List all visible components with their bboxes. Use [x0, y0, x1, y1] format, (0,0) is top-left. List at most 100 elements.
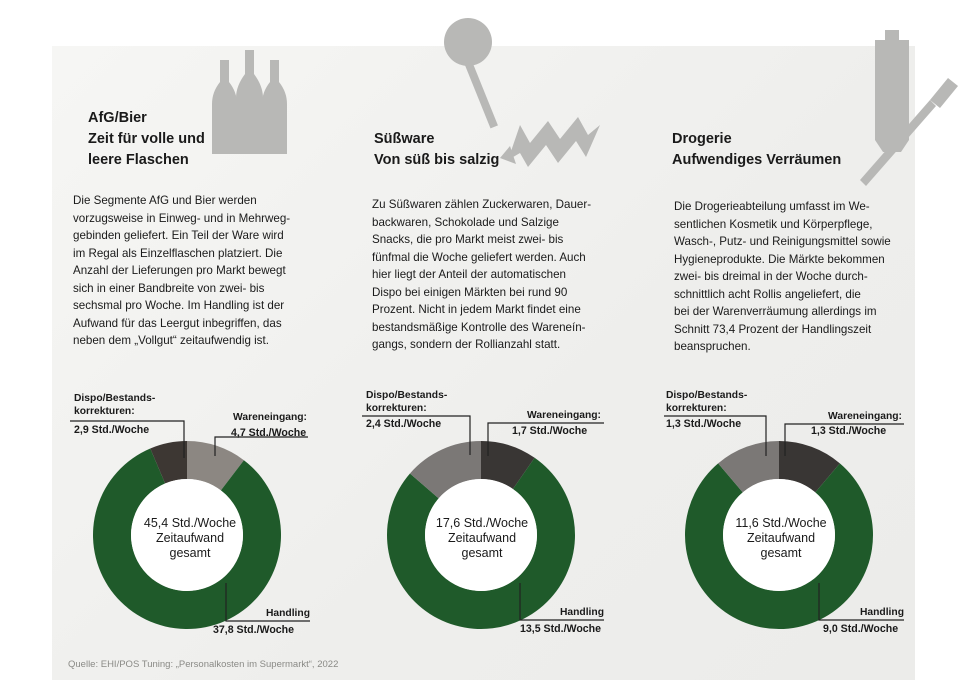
label-line: Dispo/Bestands-: [666, 390, 748, 401]
text-line: bei der Warenverräumung allerdings im: [674, 305, 877, 318]
segment-dispo: [409, 441, 481, 499]
segment-2-text: Zu Süßwaren zählen Zuckerwaren, Dauer- b…: [372, 196, 591, 354]
segment-wareneingang: [481, 441, 535, 490]
leader-line-handling-1: [225, 583, 310, 622]
segment-handling: [684, 463, 873, 630]
dispo-label-1: Dispo/Bestands- korrekturen:: [74, 392, 155, 418]
bottles-icon: [212, 50, 287, 154]
text-line: Die Segmente AfG und Bier werden: [73, 194, 257, 207]
text-line: fünfmal die Woche geliefert werden. Auch: [372, 250, 586, 264]
donut-hole: [723, 479, 835, 591]
center-total: 45,4 Std./Woche: [143, 516, 237, 530]
heading-line: Drogerie: [672, 131, 732, 147]
segment-3-heading: Drogerie Aufwendiges Verräumen: [672, 129, 841, 171]
text-line: Die Drogerieabteilung umfasst im We-: [674, 200, 870, 213]
text-line: Aufwand für das Leergut inbegriffen, das: [73, 316, 282, 330]
text-line: Anzahl der Lieferungen pro Markt bewegt: [73, 264, 286, 277]
text-line: gangs, sondern der Rollianzahl statt.: [372, 338, 561, 351]
text-line: vorzugsweise in Einweg- und in Mehrweg-: [73, 211, 291, 225]
text-line: hier liegt der Anteil der automatischen: [372, 268, 566, 281]
leader-line-dispo-3: [664, 415, 767, 456]
text-line: Prozent. Nicht in jedem Markt findet ein…: [372, 303, 581, 316]
handling-value-1: 37,8 Std./Woche: [213, 624, 295, 636]
label-line: korrekturen:: [74, 406, 135, 417]
wareneingang-value-3: 1,3 Std./Woche: [811, 425, 887, 437]
handling-value-3: 9,0 Std./Woche: [823, 623, 899, 635]
leader-line-wareneingang-1: [214, 436, 308, 456]
wareneingang-label-3: Wareneingang:: [828, 411, 902, 422]
wareneingang-label-2: Wareneingang:: [527, 410, 601, 421]
segment-dispo: [718, 441, 779, 493]
wareneingang-value-1: 4,7 Std./Woche: [231, 427, 307, 439]
heading-line: Aufwendiges Verräumen: [672, 152, 842, 168]
heading-line: Süßware: [374, 131, 435, 147]
text-line: gebinden geliefert. Ein Teil der Ware wi…: [73, 229, 284, 242]
segment-handling: [93, 448, 282, 629]
heading-line: Zeit für volle und: [88, 131, 205, 147]
text-line: bestandsmäßige Kontrolle des Wareneín-: [372, 320, 586, 334]
dispo-value-3: 1,3 Std./Woche: [666, 418, 742, 430]
center-line: gesamt: [461, 546, 503, 560]
heading-line: Von süß bis salzig: [374, 152, 500, 168]
leader-line-wareneingang-2: [487, 422, 604, 456]
leader-line-dispo-2: [362, 415, 471, 455]
segment-wareneingang: [187, 441, 244, 491]
donut-center-1: 45,4 Std./Woche Zeitaufwand gesamt: [140, 516, 240, 561]
leader-line-wareneingang-3: [784, 423, 904, 456]
lollipop-candy-icon: [444, 18, 600, 167]
label-line: korrekturen:: [666, 403, 727, 414]
handling-label-1: Handling: [265, 608, 310, 619]
text-line: Wasch-, Putz- und Reinigungsmittel sowie: [674, 235, 891, 248]
label-line: Dispo/Bestands-: [366, 390, 448, 401]
wareneingang-value-2: 1,7 Std./Woche: [512, 425, 588, 437]
dispo-value-2: 2,4 Std./Woche: [366, 418, 442, 430]
center-total: 11,6 Std./Woche: [735, 516, 827, 530]
donut-hole: [131, 479, 243, 591]
segment-3-text: Die Drogerieabteilung umfasst im We- sen…: [674, 198, 891, 356]
donut-hole: [425, 479, 537, 591]
dispo-label-3: Dispo/Bestands- korrekturen:: [666, 389, 747, 415]
center-total: 17,6 Std./Woche: [435, 516, 529, 530]
handling-label-3: Handling: [859, 607, 904, 618]
toothpaste-toothbrush-icon: [860, 30, 958, 186]
text-line: Dispo bei einigen Märkten bei rund 90: [372, 285, 568, 299]
dispo-label-2: Dispo/Bestands- korrekturen:: [366, 389, 447, 415]
segment-1-heading: AfG/Bier Zeit für volle und leere Flasch…: [88, 108, 205, 171]
text-line: sich in einer Bandbreite von zwei- bis: [73, 281, 265, 295]
text-line: Snacks, die pro Markt meist zwei- bis: [372, 233, 564, 246]
segment-1-text: Die Segmente AfG und Bier werden vorzugs…: [73, 192, 290, 350]
text-line: zwei- bis dreimal in der Woche durch-: [674, 270, 868, 283]
text-line: im Regal als Einzelflaschen platziert. D…: [73, 246, 283, 260]
leader-line-dispo-1: [70, 420, 185, 458]
dispo-value-1: 2,9 Std./Woche: [74, 424, 150, 436]
donut-center-2: 17,6 Std./Woche Zeitaufwand gesamt: [432, 516, 532, 561]
text-line: backwaren, Schokolade und Salzige: [372, 215, 559, 229]
label-line: korrekturen:: [366, 403, 427, 414]
center-line: Zeitaufwand: [746, 531, 816, 545]
source-note: Quelle: EHI/POS Tuning: „Personalkosten …: [68, 659, 339, 670]
wareneingang-label-1: Wareneingang:: [233, 412, 307, 423]
text-line: neben dem „Vollgut“ zeitaufwendig ist.: [73, 334, 269, 347]
heading-line: AfG/Bier: [88, 110, 147, 126]
center-line: gesamt: [169, 546, 211, 560]
text-line: beanspruchen.: [674, 340, 751, 353]
text-line: sentlichen Kosmetik und Körperpflege,: [674, 217, 873, 231]
segment-2-heading: Süßware Von süß bis salzig: [374, 129, 499, 171]
center-line: Zeitaufwand: [447, 531, 517, 545]
segment-handling: [387, 457, 575, 629]
leader-line-handling-2: [519, 583, 604, 621]
label-line: Dispo/Bestands-: [74, 393, 156, 404]
heading-line: leere Flaschen: [88, 152, 189, 168]
segment-dispo: [150, 441, 187, 484]
leader-line-handling-3: [818, 583, 904, 621]
text-line: Schnitt 73,4 Prozent der Handlingszeit: [674, 322, 872, 336]
center-line: gesamt: [760, 546, 802, 560]
center-line: Zeitaufwand: [155, 531, 225, 545]
text-line: Zu Süßwaren zählen Zuckerwaren, Dauer-: [372, 198, 592, 211]
handling-value-2: 13,5 Std./Woche: [520, 623, 602, 635]
text-line: schnittlich acht Rollis angeliefert, die: [674, 287, 861, 301]
